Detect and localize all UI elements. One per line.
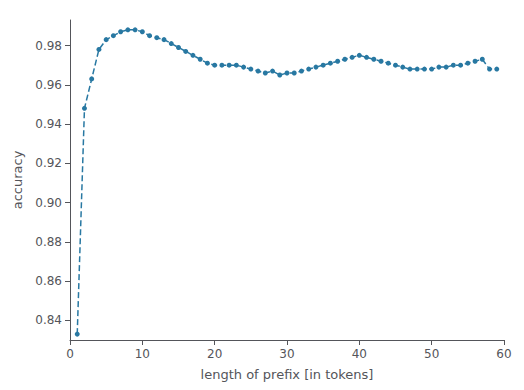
svg-text:0.92: 0.92 (35, 156, 62, 170)
svg-text:50: 50 (424, 347, 439, 361)
svg-text:40: 40 (352, 347, 367, 361)
svg-text:0.86: 0.86 (35, 274, 62, 288)
svg-text:0.88: 0.88 (35, 235, 62, 249)
svg-text:0.90: 0.90 (35, 196, 62, 210)
svg-text:length of prefix [in tokens]: length of prefix [in tokens] (201, 367, 374, 382)
svg-text:0.96: 0.96 (35, 78, 62, 92)
svg-text:0.94: 0.94 (35, 117, 62, 131)
svg-text:60: 60 (496, 347, 511, 361)
svg-text:0.84: 0.84 (35, 313, 62, 327)
svg-text:accuracy: accuracy (10, 150, 25, 209)
svg-text:30: 30 (279, 347, 294, 361)
svg-text:0: 0 (66, 347, 74, 361)
svg-text:0.98: 0.98 (35, 39, 62, 53)
svg-text:20: 20 (207, 347, 222, 361)
svg-text:10: 10 (135, 347, 150, 361)
